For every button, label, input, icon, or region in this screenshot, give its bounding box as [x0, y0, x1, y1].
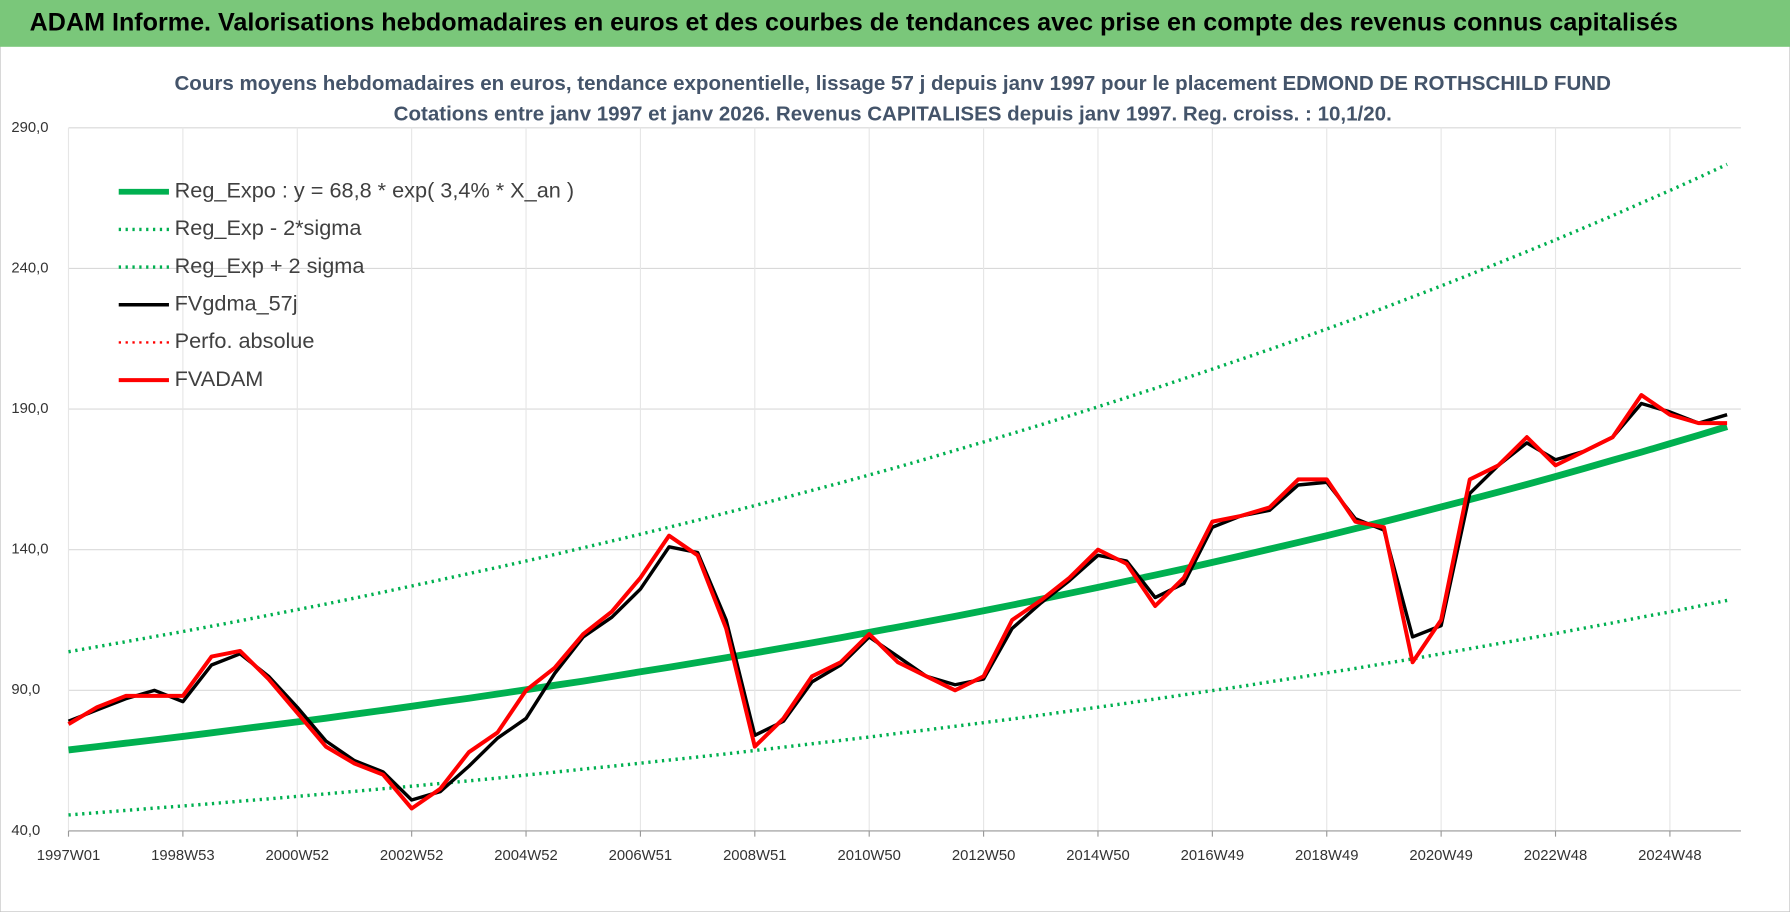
x-tick-label: 2006W51 [609, 848, 672, 864]
x-tick-label: 2012W50 [952, 848, 1015, 864]
y-tick-label: 140,0 [11, 542, 48, 558]
x-tick-label: 2018W49 [1295, 848, 1358, 864]
x-tick-label: 2000W52 [266, 848, 329, 864]
series-line [68, 162, 1728, 654]
series-line [68, 423, 1729, 754]
chart-title: Cours moyens hebdomadaires en euros, ten… [174, 72, 1611, 95]
y-tick-label: 290,0 [11, 120, 48, 136]
x-tick-label: 1997W01 [37, 848, 100, 864]
legend-label: FVgdma_57j [175, 290, 298, 315]
legend-label: Reg_Exp + 2 sigma [175, 253, 366, 278]
x-tick-label: 2010W50 [837, 848, 900, 864]
series-line [67, 393, 1728, 811]
header-title: ADAM Informe. Valorisations hebdomadaire… [30, 9, 1678, 37]
series-line [68, 598, 1728, 817]
x-tick-label: 2022W48 [1524, 848, 1587, 864]
legend-label: Perfo. absolue [175, 328, 315, 353]
x-tick-label: 2016W49 [1181, 848, 1244, 864]
x-tick-label: 2014W50 [1066, 848, 1129, 864]
y-tick-label: 190,0 [11, 401, 48, 417]
y-tick-label: 40,0 [11, 823, 40, 839]
legend-label: FVADAM [175, 366, 264, 391]
y-tick-label: 90,0 [11, 682, 40, 698]
legend-label: Reg_Expo : y = 68,8 * exp( 3,4% * X_an ) [175, 177, 574, 202]
legend-label: Reg_Exp - 2*sigma [175, 215, 363, 240]
chart-subtitle: Cotations entre janv 1997 et janv 2026. … [394, 103, 1392, 126]
y-tick-label: 240,0 [11, 260, 48, 276]
x-tick-label: 2020W49 [1409, 848, 1472, 864]
x-tick-label: 2002W52 [380, 848, 443, 864]
x-tick-label: 2004W52 [494, 848, 557, 864]
x-tick-label: 2024W48 [1638, 848, 1701, 864]
header-bar [0, 0, 1790, 47]
x-tick-label: 1998W53 [151, 848, 214, 864]
x-tick-label: 2008W51 [723, 848, 786, 864]
